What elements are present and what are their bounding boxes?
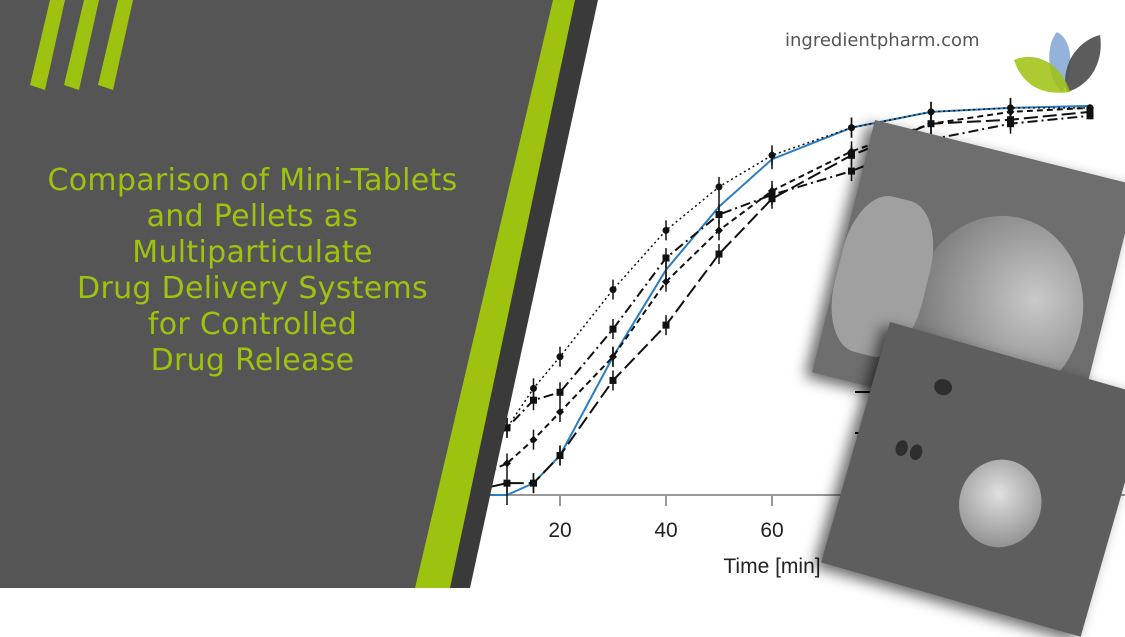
website-link[interactable]: ingredientpharm.com <box>785 30 980 51</box>
data-point <box>768 186 776 195</box>
x-tick-label: 40 <box>654 519 677 542</box>
data-point <box>503 424 511 432</box>
data-point <box>1086 112 1094 120</box>
data-point <box>556 408 564 417</box>
data-point <box>927 119 935 128</box>
pellet-sphere <box>948 449 1052 558</box>
hole-2 <box>893 438 910 458</box>
data-point <box>609 286 617 294</box>
data-point <box>529 435 538 444</box>
hole-1 <box>932 376 954 398</box>
page-title: Comparison of Mini-Tablets and Pellets a… <box>0 163 505 379</box>
data-point <box>556 388 564 396</box>
leaf-petals-logo-icon <box>1014 32 1101 93</box>
data-point <box>503 459 511 468</box>
panel-background <box>0 0 553 588</box>
data-point <box>848 167 855 175</box>
data-point <box>847 147 856 156</box>
series-line-longdash-square <box>453 110 1091 496</box>
data-point <box>662 321 670 329</box>
data-point <box>530 396 537 404</box>
data-point <box>715 211 723 219</box>
accent-bar-2 <box>64 0 99 90</box>
accent-bar-1 <box>30 0 65 90</box>
data-point <box>715 226 723 235</box>
data-point <box>662 254 670 262</box>
data-point <box>715 250 723 258</box>
data-point <box>530 479 537 487</box>
series-line-dotted-circle <box>453 107 1090 472</box>
title-line: Comparison of Mini-Tablets <box>47 163 458 198</box>
hole-3 <box>908 442 925 462</box>
data-point <box>662 226 670 234</box>
x-axis-label: Time [min] <box>723 555 820 578</box>
x-tick-label: 60 <box>760 519 783 542</box>
data-point <box>530 384 537 392</box>
data-point <box>848 124 855 132</box>
data-point <box>715 183 723 191</box>
data-point <box>768 151 776 159</box>
accent-bar-3 <box>98 0 133 90</box>
data-point <box>609 325 617 333</box>
data-point <box>662 277 670 286</box>
title-line: for Controlled <box>147 307 358 342</box>
title-line: Drug Release <box>150 343 355 378</box>
title-panel <box>0 0 598 588</box>
data-point <box>1006 107 1015 116</box>
data-point <box>1086 103 1094 112</box>
x-tick-label: 20 <box>548 519 571 542</box>
data-point <box>556 452 564 459</box>
data-point <box>503 479 511 487</box>
title-line: and Pellets as <box>146 199 359 234</box>
data-point <box>609 376 617 384</box>
title-line: Multiparticulate <box>132 235 373 270</box>
data-point <box>556 353 564 361</box>
data-point <box>927 108 935 116</box>
data-point <box>609 352 617 361</box>
title-line: Drug Delivery Systems <box>77 271 428 306</box>
